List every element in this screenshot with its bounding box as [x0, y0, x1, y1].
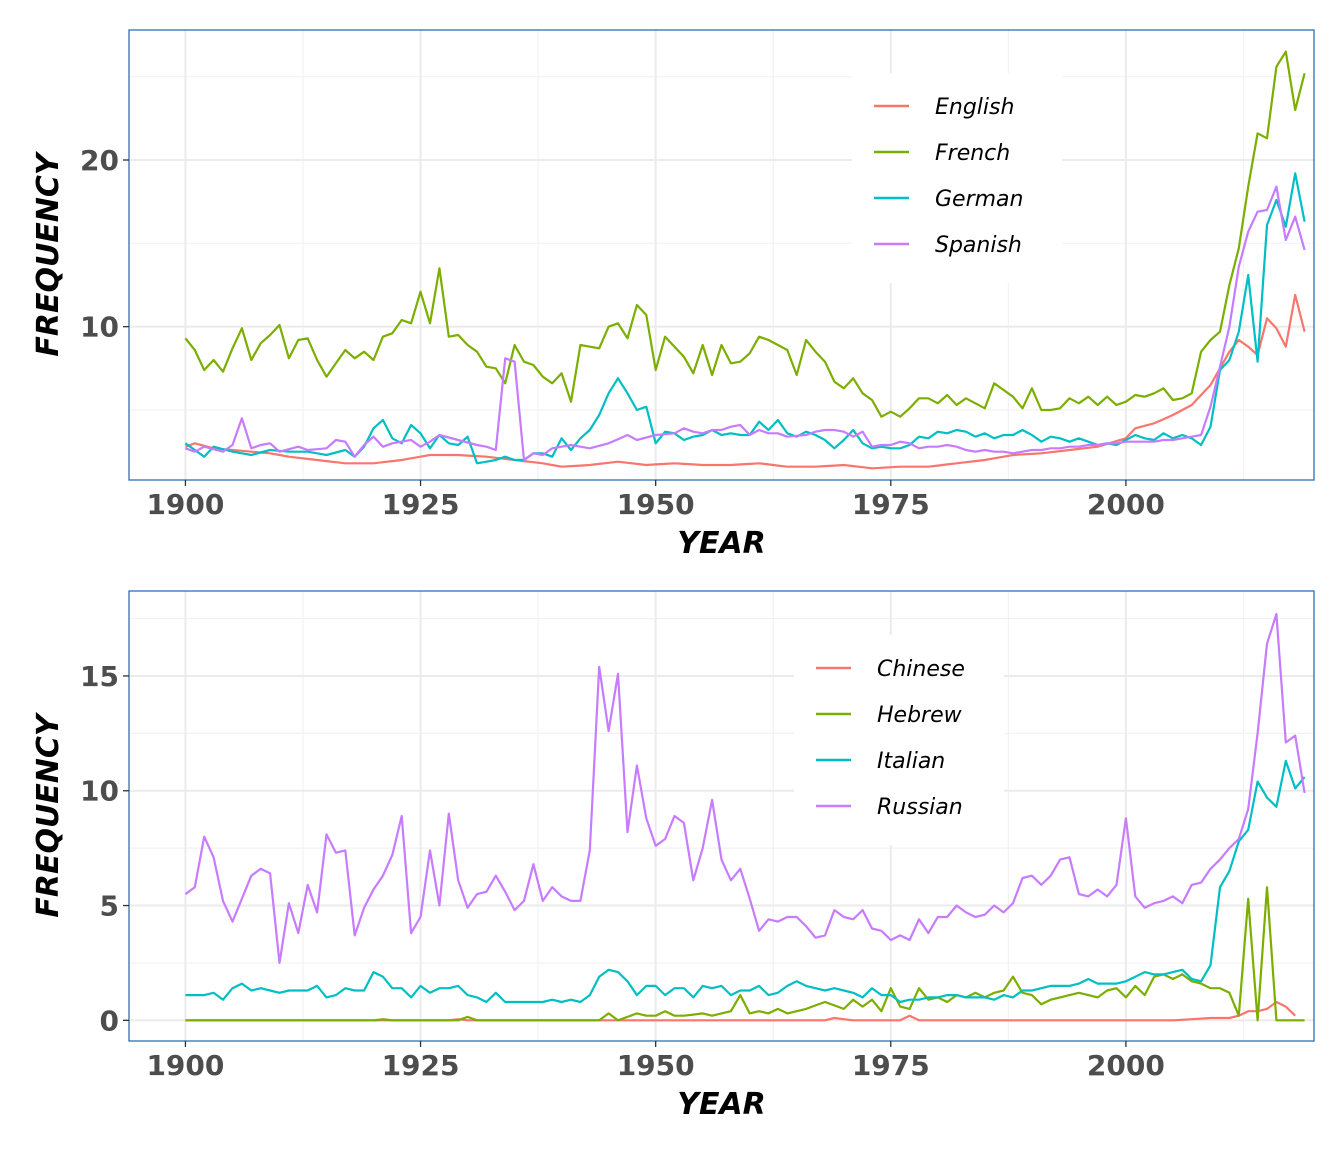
legend-label-german: German [935, 187, 1023, 212]
chart-legend: Chinese Hebrew Italian Russian [794, 635, 1004, 845]
x-tick-label: 1925 [382, 1049, 460, 1082]
y-tick-label: 10 [80, 311, 119, 344]
panel-border [128, 590, 1315, 1042]
series-line-hebrew [185, 886, 1305, 1022]
series-line-italian [185, 759, 1306, 1004]
y-axis-title: FREQUENCY [31, 150, 66, 357]
legend-background [794, 635, 1004, 845]
x-axis-title: YEAR [677, 1087, 766, 1122]
panel-border [128, 29, 1315, 481]
y-tick-label: 10 [80, 775, 119, 808]
x-tick-label: 2000 [1087, 488, 1165, 521]
plot-background [129, 30, 1314, 480]
y-tick-label: 0 [100, 1004, 119, 1037]
chart-panel-1: 1900 1925 1950 1975 2000 10 20 YEAR FREQUENCY Eng… [31, 29, 1315, 561]
x-axis-title: YEAR [677, 526, 766, 561]
x-tick-label: 1900 [146, 1049, 224, 1082]
x-tick-label: 1950 [617, 488, 695, 521]
x-tick-label: 1975 [852, 1049, 930, 1082]
chart-legend: English French German Spanish [852, 73, 1062, 283]
x-tick-label: 1975 [852, 488, 930, 521]
x-tick-label: 1950 [617, 1049, 695, 1082]
series-line-german [184, 172, 1306, 465]
series-line-russian [184, 612, 1306, 965]
series-line-english [185, 293, 1306, 470]
legend-background [852, 73, 1062, 283]
y-tick-label: 5 [100, 890, 119, 923]
legend-label-hebrew: Hebrew [877, 703, 963, 728]
x-tick-label: 1925 [382, 488, 460, 521]
y-tick-label: 20 [80, 144, 119, 177]
legend-label-english: English [935, 95, 1014, 120]
legend-label-chinese: Chinese [877, 657, 965, 682]
series-line-spanish [185, 185, 1306, 462]
series-line-french [184, 50, 1306, 418]
x-tick-label: 2000 [1087, 1049, 1165, 1082]
plot-background [129, 591, 1314, 1041]
y-axis-title: FREQUENCY [31, 711, 66, 918]
legend-label-spanish: Spanish [935, 233, 1022, 258]
chart-panel-2: 1900 1925 1950 1975 2000 0 5 10 15 YEAR FREQUENCY C… [31, 590, 1315, 1122]
legend-label-italian: Italian [877, 749, 945, 774]
x-tick-label: 1900 [146, 488, 224, 521]
y-tick-label: 15 [80, 660, 119, 693]
legend-label-french: French [935, 141, 1010, 166]
legend-label-russian: Russian [877, 795, 963, 820]
